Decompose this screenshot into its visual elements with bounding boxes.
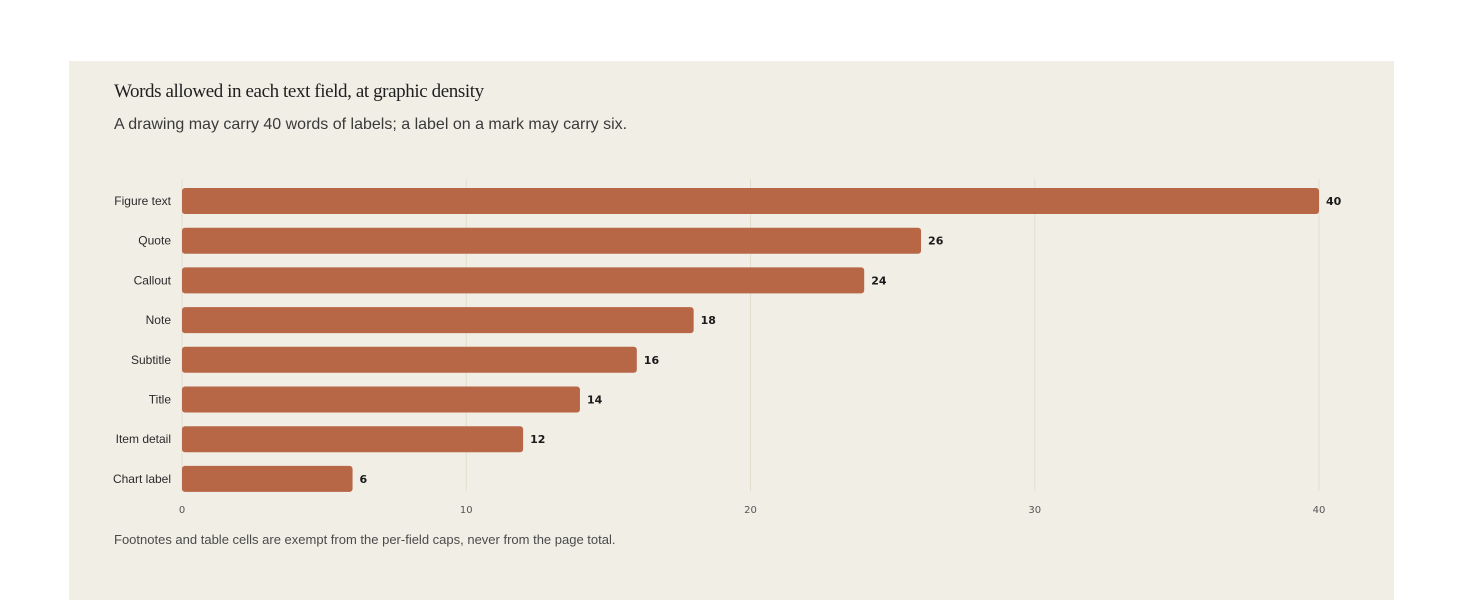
category-label-figure-text: Figure text [114, 194, 171, 208]
bar-title [182, 386, 580, 413]
value-label-quote: 26 [928, 235, 944, 248]
category-label-note: Note [146, 313, 172, 327]
category-labels: Figure text Quote Callout Note Subtitle Title… [113, 194, 172, 486]
x-tick-label-40: 40 [1313, 505, 1326, 516]
category-label-callout: Callout [134, 273, 172, 287]
category-label-chart-label: Chart label [113, 472, 171, 486]
x-tick-label-20: 20 [744, 505, 757, 516]
value-labels: 40 26 24 18 16 14 12 6 [360, 195, 1342, 486]
x-axis-ticks: 0 10 20 30 40 [179, 505, 1326, 516]
chart-title: Words allowed in each text field, at gra… [114, 81, 484, 102]
x-tick-label-30: 30 [1028, 505, 1041, 516]
x-tick-label-0: 0 [179, 505, 185, 516]
bar-subtitle [182, 346, 637, 373]
bar-quote [182, 227, 922, 254]
bar-note [182, 307, 694, 334]
bar-callout [182, 267, 865, 294]
value-label-note: 18 [701, 314, 716, 327]
value-label-chart-label: 6 [360, 473, 368, 486]
value-label-callout: 24 [871, 274, 887, 287]
bar-item-detail [182, 426, 524, 453]
chart-subtitle: A drawing may carry 40 words of labels; … [114, 116, 628, 133]
value-label-title: 14 [587, 394, 603, 407]
chart-card: Words allowed in each text field, at gra… [69, 61, 1394, 600]
value-label-subtitle: 16 [644, 354, 660, 367]
category-label-item-detail: Item detail [116, 432, 171, 446]
value-label-figure-text: 40 [1326, 195, 1342, 208]
chart-footnote: Footnotes and table cells are exempt fro… [114, 532, 616, 547]
bars [182, 188, 1319, 492]
x-tick-label-10: 10 [460, 505, 473, 516]
value-label-item-detail: 12 [530, 433, 545, 446]
bar-figure-text [182, 188, 1319, 214]
category-label-quote: Quote [138, 234, 171, 248]
category-label-subtitle: Subtitle [131, 353, 171, 367]
bar-chart-label [182, 465, 353, 492]
bar-chart: Figure text Quote Callout Note Subtitle Title… [113, 179, 1342, 516]
category-label-title: Title [149, 393, 172, 407]
